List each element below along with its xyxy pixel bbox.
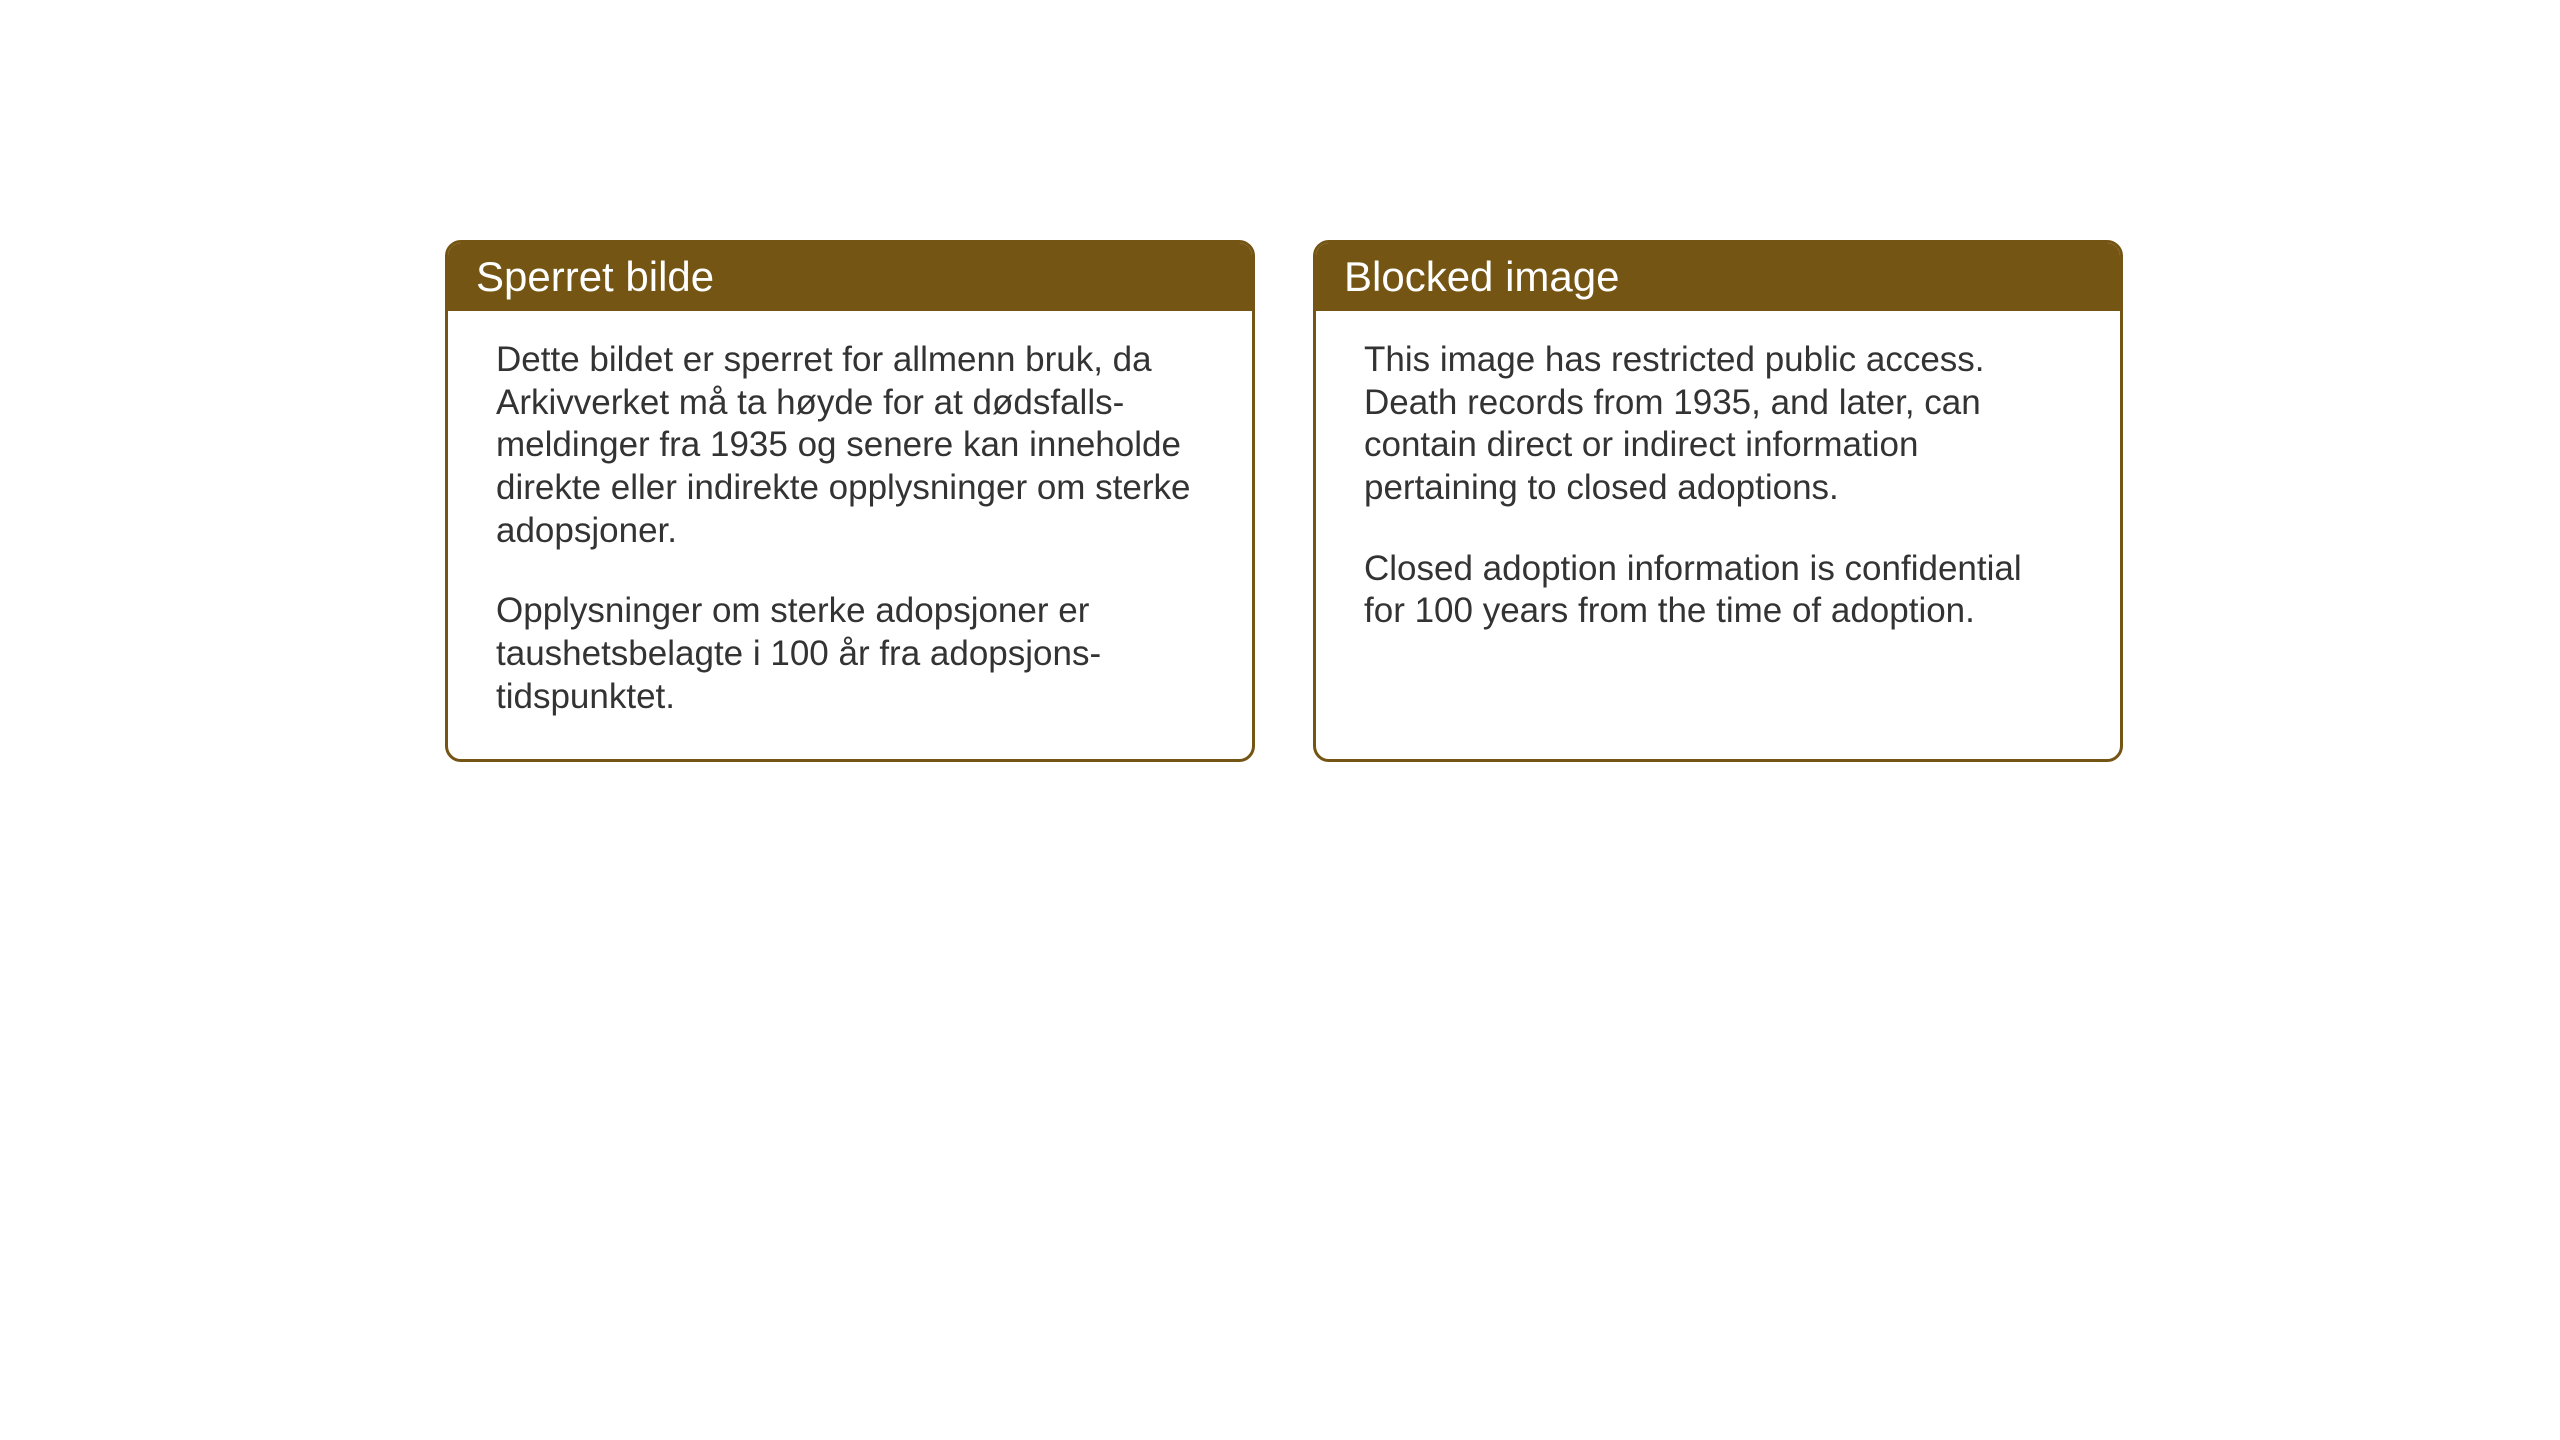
english-card-body: This image has restricted public access.… bbox=[1316, 311, 2120, 673]
norwegian-card: Sperret bilde Dette bildet er sperret fo… bbox=[445, 240, 1255, 762]
norwegian-card-header: Sperret bilde bbox=[448, 243, 1252, 311]
norwegian-paragraph-2: Opplysninger om sterke adopsjoner er tau… bbox=[496, 590, 1204, 718]
english-paragraph-1: This image has restricted public access.… bbox=[1364, 339, 2072, 510]
english-card-header: Blocked image bbox=[1316, 243, 2120, 311]
cards-container: Sperret bilde Dette bildet er sperret fo… bbox=[445, 240, 2123, 762]
english-card: Blocked image This image has restricted … bbox=[1313, 240, 2123, 762]
norwegian-paragraph-1: Dette bildet er sperret for allmenn bruk… bbox=[496, 339, 1204, 552]
english-paragraph-2: Closed adoption information is confident… bbox=[1364, 548, 2072, 633]
norwegian-card-body: Dette bildet er sperret for allmenn bruk… bbox=[448, 311, 1252, 759]
